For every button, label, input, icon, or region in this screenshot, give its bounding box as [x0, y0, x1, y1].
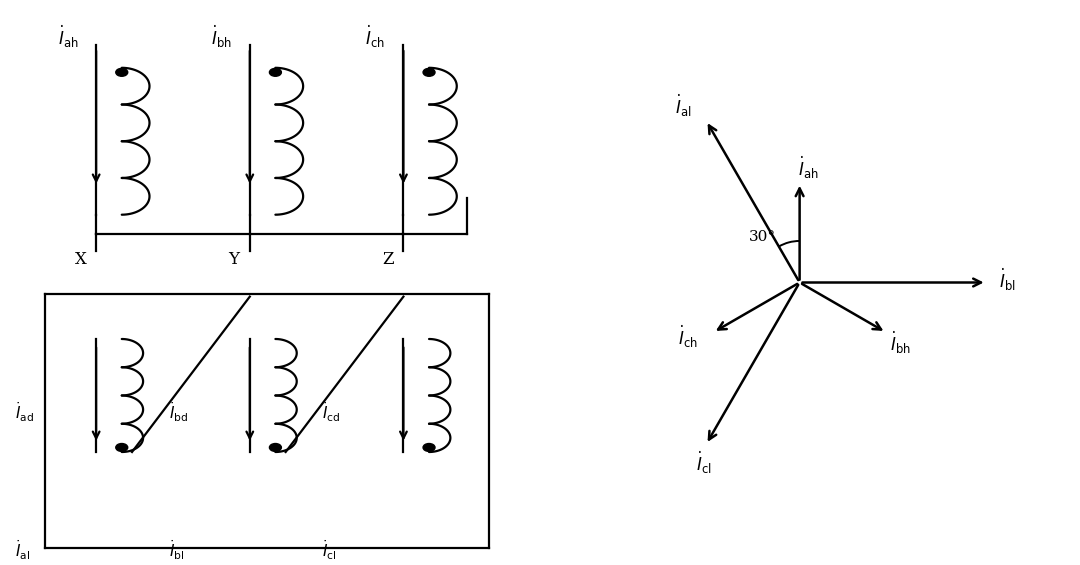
Text: $\dot{I}_{\mathrm{bl}}$: $\dot{I}_{\mathrm{bl}}$	[168, 538, 184, 562]
Text: X: X	[75, 251, 86, 268]
Text: $\dot{I}_{\mathrm{cd}}$: $\dot{I}_{\mathrm{cd}}$	[322, 401, 341, 424]
Text: $\dot{I}_{\mathrm{ch}}$: $\dot{I}_{\mathrm{ch}}$	[365, 24, 384, 50]
Text: $\dot{I}_{\mathrm{ad}}$: $\dot{I}_{\mathrm{ad}}$	[15, 401, 35, 424]
Text: Z: Z	[382, 251, 393, 268]
Circle shape	[423, 68, 435, 76]
Text: $\dot{I}_{\mathrm{ch}}$: $\dot{I}_{\mathrm{ch}}$	[678, 323, 699, 350]
Text: $\dot{I}_{\mathrm{bh}}$: $\dot{I}_{\mathrm{bh}}$	[890, 329, 910, 356]
Text: 30°: 30°	[748, 230, 775, 244]
Text: $\dot{I}_{\mathrm{ah}}$: $\dot{I}_{\mathrm{ah}}$	[57, 24, 79, 50]
Text: $\dot{I}_{\mathrm{cl}}$: $\dot{I}_{\mathrm{cl}}$	[322, 538, 337, 562]
Text: $\dot{I}_{\mathrm{bd}}$: $\dot{I}_{\mathrm{bd}}$	[168, 401, 188, 424]
Text: $\dot{I}_{\mathrm{bh}}$: $\dot{I}_{\mathrm{bh}}$	[212, 24, 232, 50]
Text: $\dot{I}_{\mathrm{bl}}$: $\dot{I}_{\mathrm{bl}}$	[999, 267, 1015, 293]
Text: Y: Y	[229, 251, 240, 268]
Circle shape	[269, 444, 282, 451]
Circle shape	[423, 444, 435, 451]
Circle shape	[116, 444, 127, 451]
Text: $\dot{I}_{\mathrm{ah}}$: $\dot{I}_{\mathrm{ah}}$	[798, 155, 819, 181]
Text: $\dot{I}_{\mathrm{al}}$: $\dot{I}_{\mathrm{al}}$	[675, 93, 691, 119]
Text: $\dot{I}_{\mathrm{al}}$: $\dot{I}_{\mathrm{al}}$	[15, 538, 30, 562]
Circle shape	[116, 68, 127, 76]
Circle shape	[269, 68, 282, 76]
Text: $\dot{I}_{\mathrm{cl}}$: $\dot{I}_{\mathrm{cl}}$	[697, 450, 712, 476]
